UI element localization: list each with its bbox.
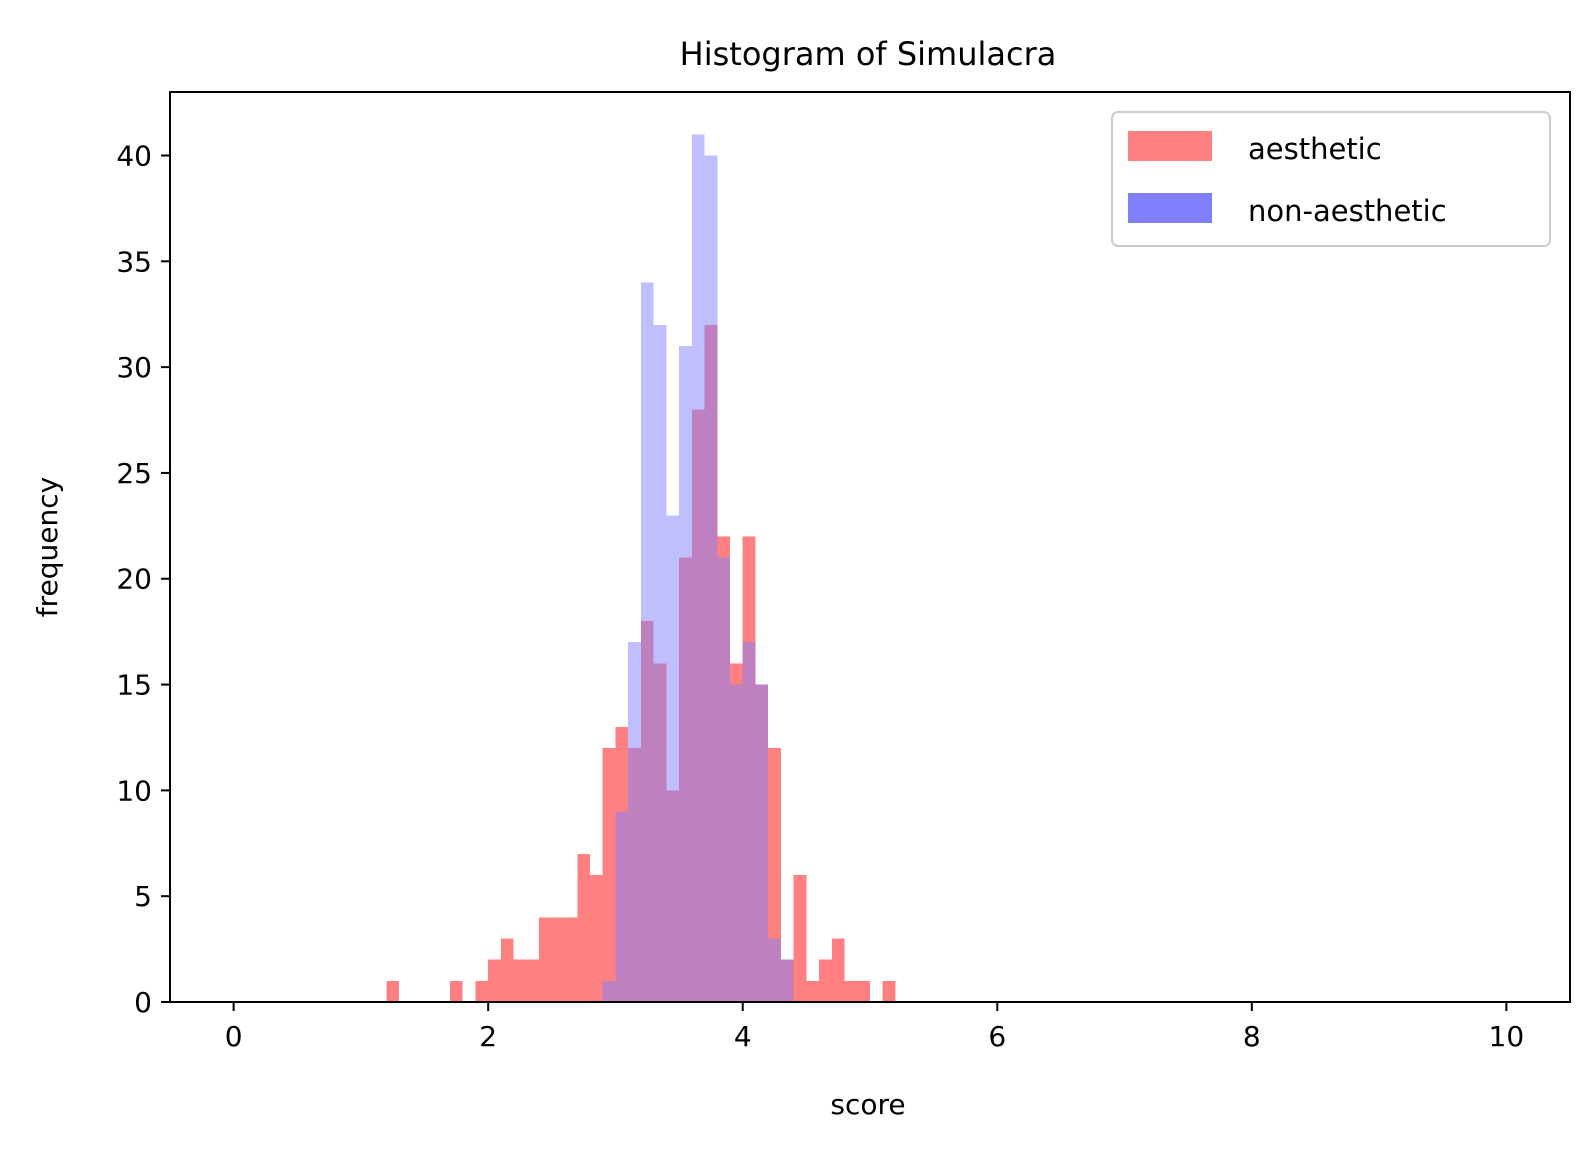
y-tick-label: 15	[116, 669, 152, 702]
x-axis-label: score	[830, 1088, 905, 1121]
plot-frame	[169, 91, 1571, 1003]
bar-aesthetic	[386, 980, 400, 1002]
bar-non-aesthetic	[640, 282, 654, 1003]
x-axis: 0 2 4 6 8 10	[225, 1002, 1524, 1053]
bar-aesthetic	[768, 748, 781, 1002]
bar-non-aesthetic	[717, 557, 730, 1002]
bar-non-aesthetic	[602, 980, 616, 1002]
bar-non-aesthetic	[666, 515, 680, 1002]
legend: aesthetic non-aesthetic	[1111, 111, 1551, 247]
bar-aesthetic	[475, 980, 489, 1002]
x-tick-label: 2	[479, 1020, 497, 1053]
bar-non-aesthetic	[679, 345, 692, 1002]
bar-aesthetic	[513, 959, 527, 1002]
bar-non-aesthetic	[653, 324, 667, 1002]
y-tick-label: 35	[116, 245, 152, 278]
legend-swatch-aesthetic	[1128, 131, 1212, 161]
legend-swatch-non-aesthetic	[1128, 193, 1212, 223]
bar-aesthetic	[488, 959, 501, 1002]
x-tick-label: 10	[1489, 1020, 1525, 1053]
y-tick-label: 20	[116, 563, 152, 596]
y-tick-label: 5	[134, 880, 152, 913]
bar-aesthetic	[500, 938, 514, 1002]
bar-aesthetic	[564, 917, 578, 1002]
y-tick-label: 40	[116, 139, 152, 172]
bar-aesthetic	[526, 959, 540, 1002]
chart-title: Histogram of Simulacra	[680, 35, 1057, 73]
bar-non-aesthetic	[704, 155, 718, 1002]
bar-aesthetic	[450, 980, 463, 1002]
bar-non-aesthetic	[780, 959, 794, 1002]
x-tick-label: 4	[734, 1020, 752, 1053]
x-tick-label: 0	[225, 1020, 243, 1053]
bar-aesthetic	[844, 980, 858, 1002]
x-tick-label: 6	[988, 1020, 1006, 1053]
bar-aesthetic	[806, 980, 820, 1002]
bar-aesthetic	[602, 748, 616, 1002]
x-tick-label: 8	[1243, 1020, 1261, 1053]
bar-non-aesthetic	[742, 642, 756, 1002]
bar-aesthetic	[539, 917, 552, 1002]
bar-non-aesthetic	[768, 938, 781, 1002]
bar-aesthetic	[819, 959, 832, 1002]
legend-label-non-aesthetic: non-aesthetic	[1248, 194, 1447, 228]
bar-non-aesthetic	[755, 684, 769, 1002]
bar-aesthetic	[590, 875, 603, 1002]
legend-box	[1111, 111, 1551, 247]
y-tick-label: 0	[134, 986, 152, 1019]
y-axis: 0 5 10 15 20 25 30 35 40	[116, 139, 170, 1019]
y-axis-label: frequency	[31, 477, 64, 617]
bar-non-aesthetic	[730, 684, 743, 1002]
y-tick-label: 10	[116, 774, 152, 807]
bar-non-aesthetic	[691, 134, 705, 1003]
bar-aesthetic	[793, 875, 807, 1002]
bar-aesthetic	[882, 980, 896, 1002]
legend-label-aesthetic: aesthetic	[1248, 132, 1382, 166]
bar-aesthetic	[577, 853, 590, 1002]
bar-aesthetic	[831, 938, 845, 1002]
bar-aesthetic	[857, 980, 870, 1002]
y-tick-label: 30	[116, 351, 152, 384]
bar-non-aesthetic	[628, 642, 641, 1002]
y-tick-label: 25	[116, 457, 152, 490]
bars-layer	[386, 134, 896, 1003]
bar-aesthetic	[551, 917, 565, 1002]
bar-non-aesthetic	[615, 811, 629, 1002]
